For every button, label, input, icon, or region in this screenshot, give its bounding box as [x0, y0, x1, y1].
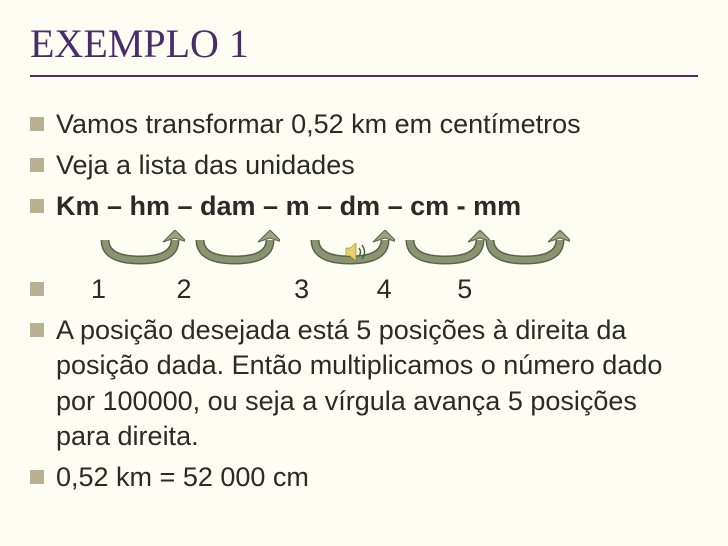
bullet-text-6-result: 0,52 km = 52 000 cm [56, 460, 698, 495]
numbers-row: 1 2 3 4 5 [56, 272, 698, 307]
arrows-row [70, 230, 698, 270]
count-4: 4 [377, 272, 392, 307]
count-1: 1 [91, 272, 106, 307]
sound-icon [342, 238, 370, 266]
bullet-item-5: A posição desejada está 5 posições à dir… [30, 313, 698, 453]
bullet-item-6: 0,52 km = 52 000 cm [30, 460, 698, 495]
bullet-square-icon [30, 117, 44, 131]
count-5: 5 [457, 272, 472, 307]
bullet-text-2: Veja a lista das unidades [56, 148, 698, 183]
count-3: 3 [294, 272, 309, 307]
bullet-item-4-numbers: 1 2 3 4 5 [30, 272, 698, 307]
bullet-text-3-units: Km – hm – dam – m – dm – cm - mm [56, 189, 698, 224]
bullet-square-icon [30, 199, 44, 213]
count-2: 2 [177, 272, 192, 307]
curved-arrow-icon [480, 230, 570, 270]
bullet-item-2: Veja a lista das unidades [30, 148, 698, 183]
curved-arrow-icon [190, 230, 280, 270]
bullet-square-icon [30, 470, 44, 484]
bullet-text-5: A posição desejada está 5 posições à dir… [56, 313, 698, 453]
curved-arrow-icon [95, 230, 185, 270]
bullet-text-1: Vamos transformar 0,52 km em centímetros [56, 107, 698, 142]
curved-arrow-icon [400, 230, 490, 270]
bullet-square-icon [30, 282, 44, 296]
bullet-item-3: Km – hm – dam – m – dm – cm - mm [30, 189, 698, 224]
bullet-item-1: Vamos transformar 0,52 km em centímetros [30, 107, 698, 142]
slide-title: EXEMPLO 1 [30, 20, 698, 77]
bullet-square-icon [30, 323, 44, 337]
bullet-square-icon [30, 158, 44, 172]
bullet-list: Vamos transformar 0,52 km em centímetros… [30, 107, 698, 495]
